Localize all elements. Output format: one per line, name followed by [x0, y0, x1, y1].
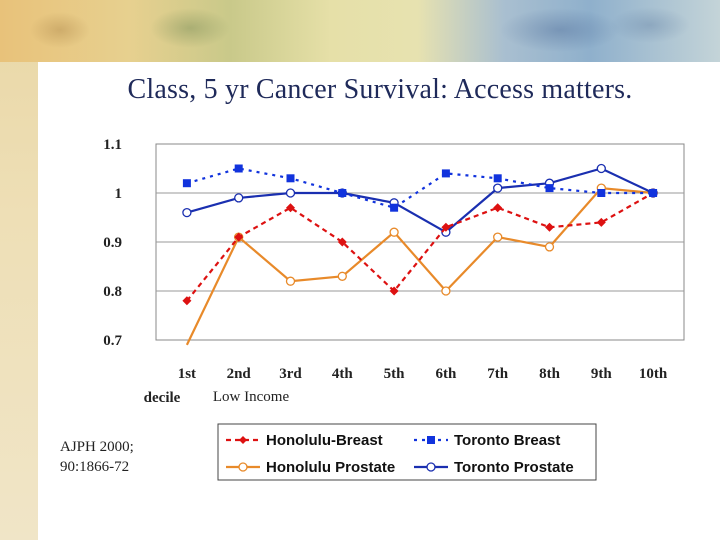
legend-marker — [427, 436, 435, 444]
data-point — [234, 193, 244, 203]
data-point — [239, 436, 247, 444]
x-tick-label: 10th — [639, 366, 668, 382]
data-point — [545, 184, 554, 193]
series-line — [186, 192, 654, 302]
data-point — [286, 203, 295, 213]
data-point — [545, 222, 554, 232]
legend: Honolulu-Breast Toronto Breast Honolulu Pr… — [226, 432, 574, 476]
data-point — [649, 189, 658, 197]
background-left-strip — [0, 0, 38, 540]
data-point — [389, 286, 399, 296]
x-axis-ticks: 1st 2nd 3rd 4th 5th 6th 7th 8th 9th 10th — [178, 366, 668, 382]
data-point — [182, 179, 191, 188]
x-axis-sublabel: Low Income — [213, 389, 290, 405]
data-point — [596, 163, 606, 174]
slide-title: Class, 5 yr Cancer Survival: Access matt… — [127, 74, 633, 105]
data-point — [441, 286, 451, 296]
data-point — [182, 296, 192, 306]
x-tick-label: 9th — [591, 366, 612, 382]
legend-item: Toronto Breast — [414, 432, 560, 449]
data-point — [493, 203, 503, 213]
citation-line-1: AJPH 2000; — [60, 439, 134, 455]
data-point — [234, 232, 244, 242]
data-point — [285, 188, 296, 198]
x-tick-label: 7th — [487, 366, 508, 382]
y-tick-label: 1.1 — [103, 137, 122, 153]
background-top-banner — [0, 0, 720, 62]
series-line — [185, 186, 654, 346]
data-point — [338, 189, 347, 197]
legend-marker — [238, 462, 248, 472]
series-toronto-breast — [182, 164, 658, 212]
data-point — [493, 174, 502, 183]
data-point — [285, 276, 296, 286]
y-tick-label: 0.9 — [103, 235, 122, 251]
legend-marker — [426, 462, 436, 472]
y-tick-label: 1 — [115, 186, 123, 202]
series-group — [182, 163, 658, 346]
data-point — [544, 242, 555, 252]
legend-label: Toronto Breast — [454, 432, 560, 449]
series-honolulu-breast — [182, 188, 658, 306]
legend-marker — [239, 436, 247, 444]
series-line — [186, 167, 654, 209]
data-point — [441, 169, 450, 178]
x-tick-label: 4th — [332, 366, 353, 382]
citation-line-2: 90:1866-72 — [60, 458, 130, 475]
x-tick-label: 8th — [539, 366, 560, 382]
data-point — [337, 271, 347, 281]
x-tick-label: 5th — [384, 366, 405, 382]
y-tick-label: 0.8 — [103, 284, 122, 300]
legend-item: Honolulu-Breast — [226, 432, 383, 449]
legend-item: Honolulu Prostate — [226, 459, 395, 476]
series-line — [186, 167, 654, 234]
data-point — [493, 183, 503, 193]
data-point — [390, 203, 399, 212]
data-point — [441, 222, 451, 232]
y-axis-ticks: 1.1 1 0.9 0.8 0.7 — [103, 137, 122, 349]
x-tick-label: 1st — [178, 366, 196, 382]
legend-item: Toronto Prostate — [414, 459, 574, 476]
legend-label: Honolulu-Breast — [266, 432, 383, 449]
x-axis-first-subtitle: decile — [144, 390, 181, 406]
x-tick-label: 3rd — [279, 366, 302, 382]
data-point — [427, 436, 435, 444]
data-point — [337, 237, 347, 247]
legend-label: Toronto Prostate — [454, 459, 574, 476]
x-tick-label: 2nd — [227, 366, 252, 382]
data-point — [238, 462, 248, 472]
data-point — [596, 217, 606, 227]
citation: AJPH 2000; 90:1866-72 — [60, 438, 210, 477]
data-point — [234, 164, 243, 173]
legend-box — [217, 423, 597, 481]
y-tick-label: 0.7 — [103, 333, 122, 349]
data-point — [426, 462, 436, 472]
x-tick-label: 6th — [435, 366, 456, 382]
data-point — [493, 232, 503, 242]
legend-label: Honolulu Prostate — [266, 459, 395, 476]
data-point — [389, 227, 399, 237]
data-point — [597, 189, 606, 197]
data-point — [286, 174, 295, 183]
data-point — [182, 207, 192, 218]
